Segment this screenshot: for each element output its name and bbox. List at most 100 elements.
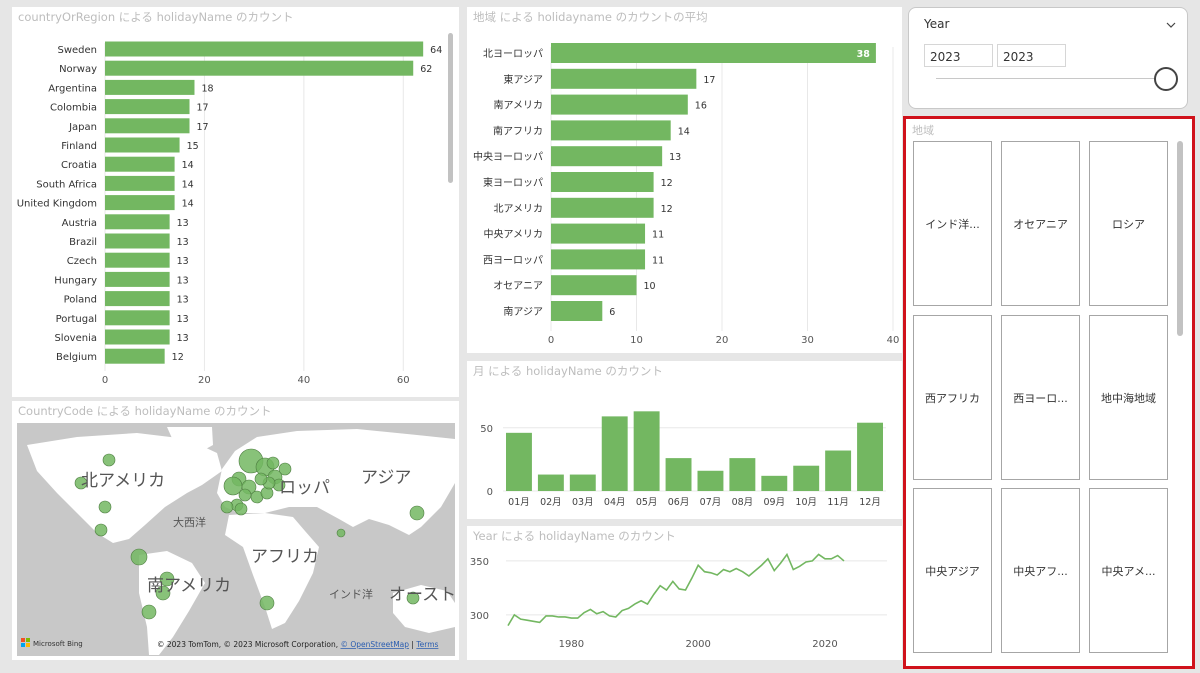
category-label: 中央アメリカ [484, 228, 544, 241]
bar [551, 43, 876, 63]
data-label: 14 [182, 160, 194, 171]
scrollbar[interactable] [1177, 141, 1183, 336]
south-america-land [139, 551, 205, 655]
bar [105, 310, 170, 326]
africa-land [225, 513, 319, 629]
category-label: Japan [68, 122, 97, 133]
x-tick-label: 05月 [636, 497, 658, 508]
x-tick-label: 01月 [508, 497, 530, 508]
bar [105, 60, 414, 76]
x-tick-label: 30 [801, 335, 814, 346]
data-label: 13 [177, 275, 189, 286]
x-tick-label: 2000 [685, 639, 710, 650]
terms-link[interactable]: Terms [415, 640, 438, 649]
osm-link[interactable]: © OpenStreetMap [340, 640, 409, 649]
map-label-atlantic: 大西洋 [173, 515, 206, 529]
category-label: Czech [67, 256, 97, 267]
chart-title: 地域 による holidayname のカウントの平均 [473, 10, 708, 24]
x-tick-label: 20 [198, 375, 211, 386]
x-tick-label: 11月 [827, 497, 849, 508]
chart-title: 月 による holidayName のカウント [473, 364, 663, 378]
category-label: Austria [62, 218, 97, 229]
bar [793, 465, 820, 491]
scrollbar[interactable] [448, 33, 453, 183]
chevron-down-icon[interactable] [1165, 16, 1177, 28]
y-tick-label: 0 [487, 487, 493, 498]
bar [105, 195, 175, 211]
bar [551, 223, 646, 244]
country-bubble [74, 476, 88, 490]
slicer-header: 地域 [912, 124, 934, 137]
data-label: 16 [695, 101, 707, 112]
region-tile[interactable]: 中央アフ... [1001, 488, 1080, 653]
map-label-africa: アフリカ [251, 547, 319, 567]
x-tick-label: 2020 [812, 639, 837, 650]
region-chart-panel: 地域 による holidayname のカウントの平均 0 10 20 30 40 北ヨー… [467, 7, 902, 353]
month-chart-panel: 月 による holidayName のカウント 0 50 01月 02月 03月 04月 0… [467, 361, 902, 519]
region-tile[interactable]: ロシア [1089, 141, 1168, 306]
x-tick-label: 10月 [795, 497, 817, 508]
data-label: 10 [644, 281, 656, 292]
country-bubble [278, 462, 292, 476]
bar [105, 214, 170, 230]
category-label: Poland [64, 295, 97, 306]
x-tick-label: 06月 [668, 497, 690, 508]
region-tile[interactable]: 西アフリカ [913, 315, 992, 480]
bar [665, 458, 692, 491]
country-bubble [234, 502, 248, 516]
slider-handle[interactable] [1154, 67, 1178, 91]
map-attribution: © 2023 TomTom, © 2023 Microsoft Corporat… [157, 640, 439, 649]
country-bubble [94, 523, 108, 537]
region-tile[interactable]: 地中海地域 [1089, 315, 1168, 480]
x-tick-label: 09月 [763, 497, 785, 508]
bar [551, 94, 688, 115]
x-tick-label: 07月 [700, 497, 722, 508]
y-tick-label: 50 [480, 424, 493, 435]
year-line-chart: 300 350 1980 2000 2020 [470, 552, 887, 650]
region-tile[interactable]: 西ヨーロ... [1001, 315, 1080, 480]
data-label: 13 [177, 237, 189, 248]
bar [537, 474, 564, 491]
category-label: Brazil [69, 237, 97, 248]
slider-track[interactable] [936, 78, 1166, 79]
year-to-input[interactable]: 2023 [997, 44, 1066, 67]
map-label-north-america: 北アメリカ [81, 471, 165, 491]
bar [551, 275, 637, 296]
region-tile[interactable]: オセアニア [1001, 141, 1080, 306]
region-tile[interactable]: 中央アジア [913, 488, 992, 653]
bar [105, 137, 180, 153]
x-tick-label: 0 [548, 335, 554, 346]
region-tile[interactable]: インド洋... [913, 141, 992, 306]
category-label: オセアニア [493, 280, 543, 292]
data-label: 62 [420, 64, 432, 75]
country-bar-chart: 0 20 40 60 Sweden 64 Norway 62 Argentina 18 Colomb… [17, 41, 442, 386]
country-bubble [223, 476, 243, 496]
country-bubble [155, 585, 171, 601]
series-line [507, 552, 845, 627]
bar [551, 197, 654, 218]
category-label: 西ヨーロッパ [483, 254, 543, 266]
bar [105, 175, 175, 191]
bar [105, 79, 195, 95]
y-tick-label: 300 [470, 611, 489, 622]
bing-logo: Microsoft Bing [21, 638, 83, 648]
bar [551, 146, 663, 167]
chart-title: CountryCode による holidayName のカウント [18, 404, 272, 418]
x-tick-label: 20 [716, 335, 729, 346]
region-tile[interactable]: 中央アメ... [1089, 488, 1168, 653]
bubble-map[interactable]: 北アメリカ ロッパ アジア 大西洋 アフリカ 南アメリカ インド洋 オースト M… [17, 423, 455, 656]
data-label: 6 [609, 307, 615, 318]
data-label: 12 [172, 352, 184, 363]
year-from-input[interactable]: 2023 [924, 44, 993, 67]
country-bubble [238, 488, 252, 502]
data-label: 18 [201, 83, 213, 94]
x-tick-label: 40 [887, 335, 900, 346]
category-label: Hungary [54, 275, 97, 286]
country-bubble [220, 500, 234, 514]
data-label: 14 [182, 179, 194, 190]
bing-logo-text: Microsoft Bing [33, 640, 83, 648]
country-bubble [409, 505, 425, 521]
x-tick-label: 04月 [604, 497, 626, 508]
bar [105, 252, 170, 268]
data-label: 12 [661, 204, 673, 215]
